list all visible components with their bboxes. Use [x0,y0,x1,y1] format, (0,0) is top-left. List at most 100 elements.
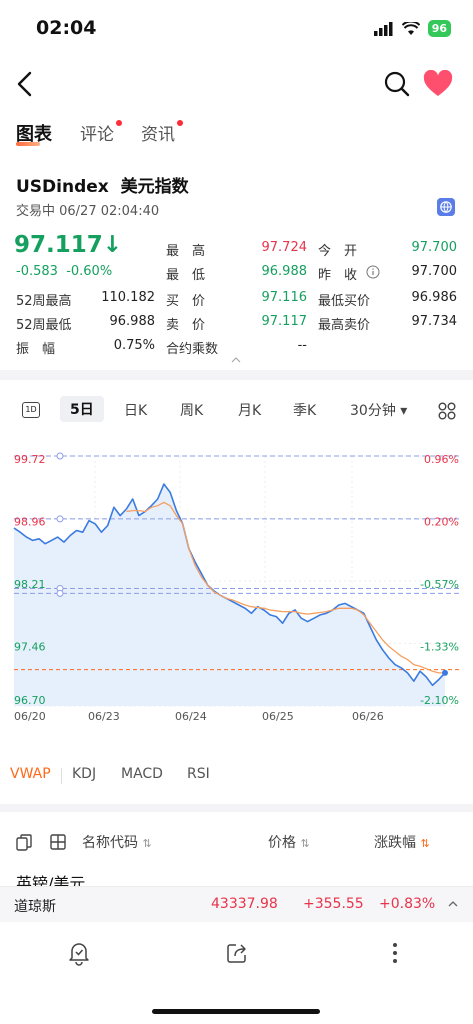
low-label: 最 低 [166,268,206,283]
x-tick: 06/23 [88,710,120,723]
price-change: -0.583 -0.60% [16,264,113,279]
comments-unread-dot [116,120,122,126]
y-tick-right: 0.20% [424,516,459,529]
more-options-icon[interactable] [382,940,408,966]
min-bid-value: 96.986 [411,290,458,305]
y-tick-right: -1.33% [420,641,459,654]
indicator-separator [61,768,62,784]
alert-marker [56,589,64,597]
y-tick-left: 97.46 [14,641,46,654]
table-view-icon[interactable] [50,834,66,850]
tab-active-underline [16,142,40,146]
period-daily[interactable]: 日K [124,403,148,419]
price-line [13,483,446,687]
bottom-action-bar [0,922,473,988]
y-tick-left: 99.72 [14,453,46,466]
tab-chart[interactable]: 图表 [16,124,52,145]
multiplier-value: -- [297,338,307,353]
instrument-title: USDindex 美元指数 [16,172,189,197]
amplitude-label: 振 幅 [16,342,56,357]
y-tick-right: -2.10% [420,694,459,707]
content-tabs: 图表 评论 资讯 [0,116,473,152]
grid-layout-icon[interactable] [438,402,456,420]
indicator-tabs: VWAP KDJ MACD RSI [0,764,473,788]
share-icon[interactable] [224,940,250,966]
last-price-dot [442,669,448,676]
list-header: 名称代码 ⇅ 价格 ⇅ 涨跌幅 ⇅ [0,828,473,856]
indicator-macd[interactable]: MACD [121,766,163,782]
down-arrow-icon: ↓ [102,232,123,258]
section-divider [0,804,473,812]
expand-chevron-icon[interactable] [230,356,242,364]
home-indicator [152,1009,320,1014]
tab-news[interactable]: 资讯 [141,125,175,145]
favorite-heart-icon[interactable] [423,70,453,98]
copy-icon[interactable] [16,834,32,851]
one-day-icon[interactable]: 1D [22,402,40,418]
ticker-change: +355.55 [303,896,364,912]
y-tick-left: 96.70 [14,694,46,707]
y-tick-left: 98.21 [14,578,46,591]
price-chart[interactable]: 99.72 98.96 98.21 97.46 96.70 0.96% 0.20% -0.57… [0,436,473,746]
instrument-symbol: USDindex [16,177,109,197]
w52-high-label: 52周最高 [16,294,72,309]
col-price-header[interactable]: 价格 ⇅ [268,835,310,851]
wifi-icon [401,21,420,35]
w52-low-label: 52周最低 [16,318,72,333]
alert-marker [56,452,64,460]
ticker-pct: +0.83% [379,896,436,912]
vwap-line [126,501,445,674]
nav-bar [0,60,473,108]
alert-bell-icon[interactable] [66,940,92,966]
period-quarterly[interactable]: 季K [293,403,317,419]
alert-marker [56,515,64,523]
market-ticker[interactable]: 道琼斯 43337.98 +355.55 +0.83% [0,886,473,922]
globe-icon[interactable] [437,198,455,216]
indicator-rsi[interactable]: RSI [187,766,210,782]
ask-label: 卖 价 [166,318,206,333]
chart-canvas[interactable]: 99.72 98.96 98.21 97.46 96.70 0.96% 0.20% -0.57… [0,436,473,746]
w52-low-value: 96.988 [109,314,156,329]
search-icon[interactable] [383,70,411,98]
period-monthly[interactable]: 月K [238,403,262,419]
sort-desc-icon: ⇅ [420,837,430,850]
signal-icon [373,21,393,36]
indicator-kdj[interactable]: KDJ [72,766,97,782]
period-30min[interactable]: 30分钟 ▾ [350,403,408,419]
news-unread-dot [177,120,183,126]
multiplier-label: 合约乘数 [166,342,219,357]
x-tick: 06/20 [14,710,46,723]
amplitude-value: 0.75% [113,338,155,353]
period-weekly[interactable]: 周K [180,403,204,419]
back-icon[interactable] [10,68,42,100]
period-5d[interactable]: 5日 [60,396,104,422]
period-selector: 1D 5日 日K 周K 月K 季K 30分钟 ▾ [0,394,473,430]
x-tick: 06/24 [175,710,207,723]
tab-comments[interactable]: 评论 [80,125,114,145]
col-name-header[interactable]: 名称代码 ⇅ [82,835,152,851]
open-value: 97.700 [411,240,458,255]
prev-close-value: 97.700 [411,264,458,279]
price-area-fill [14,484,445,706]
bid-value: 97.116 [261,290,308,305]
max-ask-value: 97.734 [411,314,458,329]
high-value: 97.724 [261,240,308,255]
col-change-header[interactable]: 涨跌幅 ⇅ [374,835,430,851]
prev-close-label: 昨 收 [318,268,358,283]
info-icon[interactable] [366,265,380,279]
x-tick: 06/26 [352,710,384,723]
bid-label: 买 价 [166,294,206,309]
ticker-name: 道琼斯 [14,899,56,915]
battery-indicator: 96 [427,20,451,37]
chevron-up-icon[interactable] [447,900,459,908]
last-price: 97.117↓ [14,232,123,258]
y-tick-left: 98.96 [14,516,46,529]
low-value: 96.988 [261,264,308,279]
status-time: 02:04 [36,17,97,39]
w52-high-value: 110.182 [101,290,155,305]
high-label: 最 高 [166,244,206,259]
indicator-vwap[interactable]: VWAP [10,766,51,782]
ask-value: 97.117 [261,314,308,329]
trading-status: 交易中 06/27 02:04:40 [16,204,160,219]
min-bid-label: 最低买价 [318,294,371,309]
